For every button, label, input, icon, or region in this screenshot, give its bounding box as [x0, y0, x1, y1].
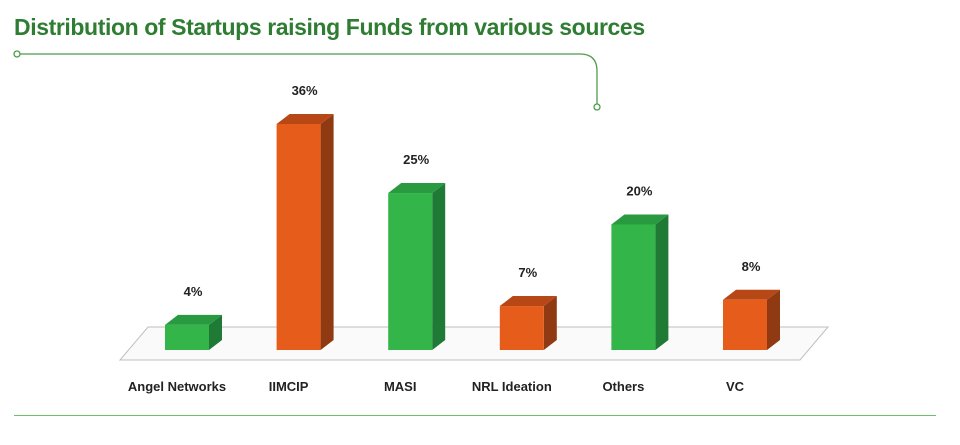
bar-nrl-ideation: [499, 296, 557, 350]
bar-front: [723, 299, 767, 350]
bar-side: [209, 314, 222, 350]
bar-side: [320, 114, 334, 350]
bar-top: [499, 296, 557, 307]
bar-side: [432, 183, 446, 350]
bar-front: [276, 124, 321, 350]
chart-floor: [118, 326, 830, 361]
tick-labels-group: Angel Networks IIMCIP MASI NRL Ideation Othe…: [128, 379, 745, 394]
category-label: IIMCIP: [269, 379, 309, 394]
bar-top: [611, 214, 669, 225]
bar-front: [165, 324, 209, 350]
value-label: 7%: [518, 265, 537, 280]
category-label: MASI: [384, 379, 417, 394]
bar-top: [276, 114, 334, 124]
bar-iimcip: [276, 114, 334, 350]
bar-side: [767, 289, 780, 350]
bar-top: [723, 289, 780, 300]
value-label: 36%: [292, 83, 318, 98]
bar-front: [611, 224, 656, 350]
category-label: VC: [726, 379, 745, 394]
bar-front: [388, 193, 433, 350]
bar-top: [165, 314, 222, 325]
bar-others: [611, 214, 669, 350]
category-label: Others: [602, 379, 644, 394]
bar-vc: [723, 289, 780, 350]
bar-angel-networks: [165, 314, 222, 350]
value-label: 4%: [184, 284, 203, 299]
bar-side: [655, 214, 669, 350]
bar-top: [388, 183, 446, 194]
value-label: 20%: [626, 183, 652, 198]
value-labels-group: 4% 36% 25% 7% 20% 8%: [184, 83, 761, 299]
bar-front: [499, 306, 544, 350]
value-label: 8%: [742, 259, 761, 274]
bar-side: [543, 296, 557, 350]
bar-masi: [388, 183, 446, 350]
category-label: NRL Ideation: [472, 379, 552, 394]
title-accent-line: [13, 50, 601, 111]
bars-group: [165, 114, 780, 350]
value-label: 25%: [403, 152, 429, 167]
category-label: Angel Networks: [128, 379, 226, 394]
chart-title: Distribution of Startups raising Funds f…: [14, 14, 645, 40]
bottom-divider: [14, 415, 936, 416]
